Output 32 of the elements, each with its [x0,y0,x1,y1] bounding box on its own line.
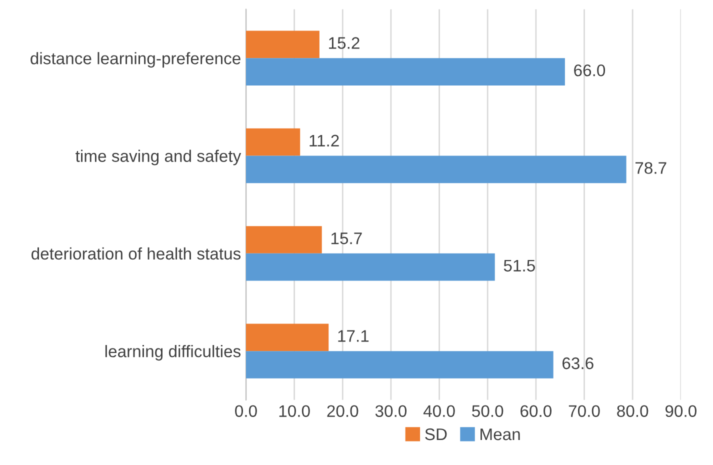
y-tick-label: time saving and safety [76,150,242,166]
data-label: 66.0 [574,64,606,76]
x-tick-label: 60.0 [520,405,552,418]
data-label: 15.2 [329,37,360,49]
bar [246,351,554,378]
bar [246,128,300,156]
data-label: 11.2 [310,134,339,146]
legend-label: Mean [480,428,520,440]
bar [246,324,329,352]
x-tick-label: 80.0 [617,405,648,418]
x-tick-label: 30.0 [375,405,407,418]
bar [246,253,495,281]
bar [246,226,322,254]
bar [246,58,565,86]
x-tick-label: 90.0 [665,405,696,418]
x-tick-label: 50.0 [472,405,504,418]
bar [246,30,320,58]
x-tick-label: 10.0 [279,405,310,418]
x-tick-label: 20.0 [327,405,358,418]
x-tick-label: 70.0 [568,405,600,418]
bar [246,156,626,184]
y-tick-label: learning difficulties [105,345,241,361]
data-label: 78.7 [635,162,666,174]
x-tick-label: 0.0 [235,405,257,418]
y-tick-label: distance learning-preference [30,52,240,68]
legend-label: SD [425,428,447,440]
data-label: 15.7 [331,232,362,244]
data-label: 51.5 [504,260,535,272]
y-tick-label: deterioration of health status [32,247,241,260]
data-label: 63.6 [562,357,594,370]
data-label: 17.1 [338,330,369,342]
x-tick-label: 40.0 [423,405,455,418]
